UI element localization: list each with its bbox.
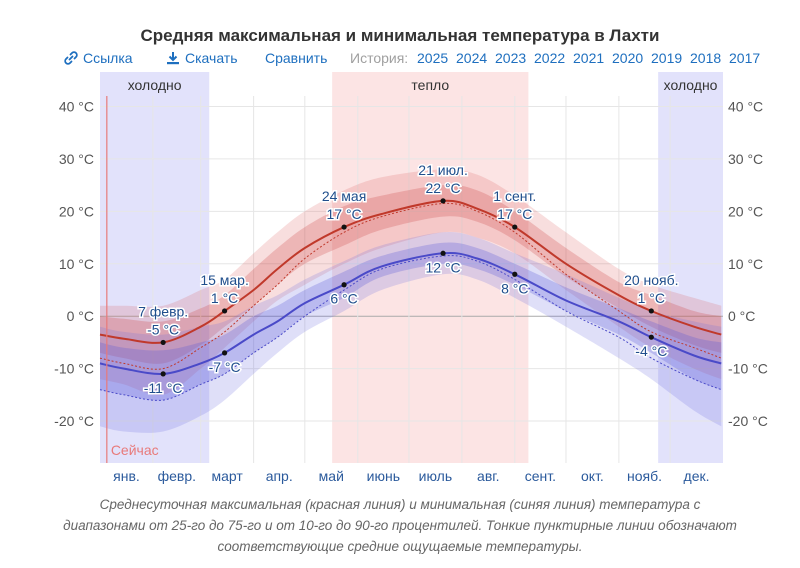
annotation-value: 22 °C <box>425 180 460 196</box>
link-icon <box>64 51 78 65</box>
ytick-right: 40 °C <box>728 98 763 114</box>
ytick-left: 0 °C <box>67 308 94 324</box>
ytick-right: 20 °C <box>728 203 763 219</box>
year-link-2019[interactable]: 2019 <box>651 50 682 66</box>
annotation-value: 12 °C <box>425 259 460 275</box>
link-label: Ссылка <box>83 50 133 66</box>
ytick-left: 10 °C <box>59 256 94 272</box>
annotation-point <box>161 371 166 376</box>
annotation-value: 8 °C <box>501 280 528 296</box>
ytick-left: 30 °C <box>59 151 94 167</box>
now-label: Сейчас <box>111 442 159 458</box>
year-link-2024[interactable]: 2024 <box>456 50 487 66</box>
chart-caption: Среднесуточная максимальная (красная лин… <box>60 494 740 557</box>
annotation-value: -11 °C <box>144 380 183 396</box>
annotation-point <box>341 282 346 287</box>
season-label-0: холодно <box>128 77 182 93</box>
annotation-value: 1 °C <box>638 290 665 306</box>
ytick-right: 30 °C <box>728 151 763 167</box>
annotation-value: 1 °C <box>211 290 238 306</box>
xtick-month: апр. <box>266 468 293 484</box>
xtick-month: янв. <box>113 468 140 484</box>
annotation-date: 7 февр. <box>138 303 188 319</box>
chart-title: Средняя максимальная и минимальная темпе… <box>0 26 800 46</box>
year-link-2025[interactable]: 2025 <box>417 50 448 66</box>
annotation-point <box>649 335 654 340</box>
download-label: Скачать <box>185 50 238 66</box>
xtick-month: март <box>212 468 244 484</box>
download-icon <box>166 51 180 65</box>
season-label-1: тепло <box>411 77 449 93</box>
annotation-date: 24 мая <box>322 188 366 204</box>
annotation-value: -4 °C <box>635 343 667 359</box>
xtick-month: нояб. <box>627 468 662 484</box>
annotation-value: 17 °C <box>497 206 532 222</box>
annotation-value: -7 °C <box>209 359 241 375</box>
annotation-point <box>512 224 517 229</box>
xtick-month: авг. <box>477 468 500 484</box>
download-button[interactable]: Скачать <box>166 50 238 66</box>
annotation-point <box>440 198 445 203</box>
annotation-date: 1 сент. <box>493 188 536 204</box>
annotation-point <box>649 308 654 313</box>
annotation-value: 17 °C <box>326 206 361 222</box>
xtick-month: дек. <box>684 468 710 484</box>
ytick-right: 0 °C <box>728 308 755 324</box>
temperature-chart: холодно тепло холодно Сейчас -20 °C -20 °C -… <box>0 68 800 490</box>
year-link-2018[interactable]: 2018 <box>690 50 721 66</box>
season-label-2: холодно <box>664 77 718 93</box>
annotation-point <box>161 340 166 345</box>
annotation-value: 6 °C <box>330 291 357 307</box>
xtick-month: окт. <box>581 468 604 484</box>
year-link-2017[interactable]: 2017 <box>729 50 760 66</box>
xtick-month: май <box>319 468 344 484</box>
compare-button[interactable]: Сравнить <box>265 50 327 66</box>
xtick-month: сент. <box>525 468 556 484</box>
year-link-2021[interactable]: 2021 <box>573 50 604 66</box>
annotation-date: 21 июл. <box>418 162 468 178</box>
xtick-month: июнь <box>367 468 400 484</box>
year-link-2023[interactable]: 2023 <box>495 50 526 66</box>
link-button[interactable]: Ссылка <box>64 50 133 66</box>
ytick-left: -20 °C <box>54 413 94 429</box>
ytick-left: -10 °C <box>54 361 94 377</box>
toolbar: Ссылка Скачать Сравнить История: 2025 20… <box>0 50 800 68</box>
ytick-right: -10 °C <box>728 361 768 377</box>
annotation-point <box>222 350 227 355</box>
ytick-right: 10 °C <box>728 256 763 272</box>
xtick-month: февр. <box>158 468 196 484</box>
annotation-point <box>222 308 227 313</box>
year-link-2020[interactable]: 2020 <box>612 50 643 66</box>
year-link-2022[interactable]: 2022 <box>534 50 565 66</box>
ytick-right: -20 °C <box>728 413 768 429</box>
annotation-date: 20 нояб. <box>624 272 678 288</box>
ytick-left: 40 °C <box>59 98 94 114</box>
history-label: История: <box>350 50 408 66</box>
annotation-date: 15 мар. <box>200 272 249 288</box>
annotation-point <box>440 251 445 256</box>
ytick-left: 20 °C <box>59 203 94 219</box>
xtick-month: июль <box>419 468 452 484</box>
annotation-point <box>512 272 517 277</box>
annotation-point <box>341 224 346 229</box>
annotation-value: -5 °C <box>147 321 179 337</box>
